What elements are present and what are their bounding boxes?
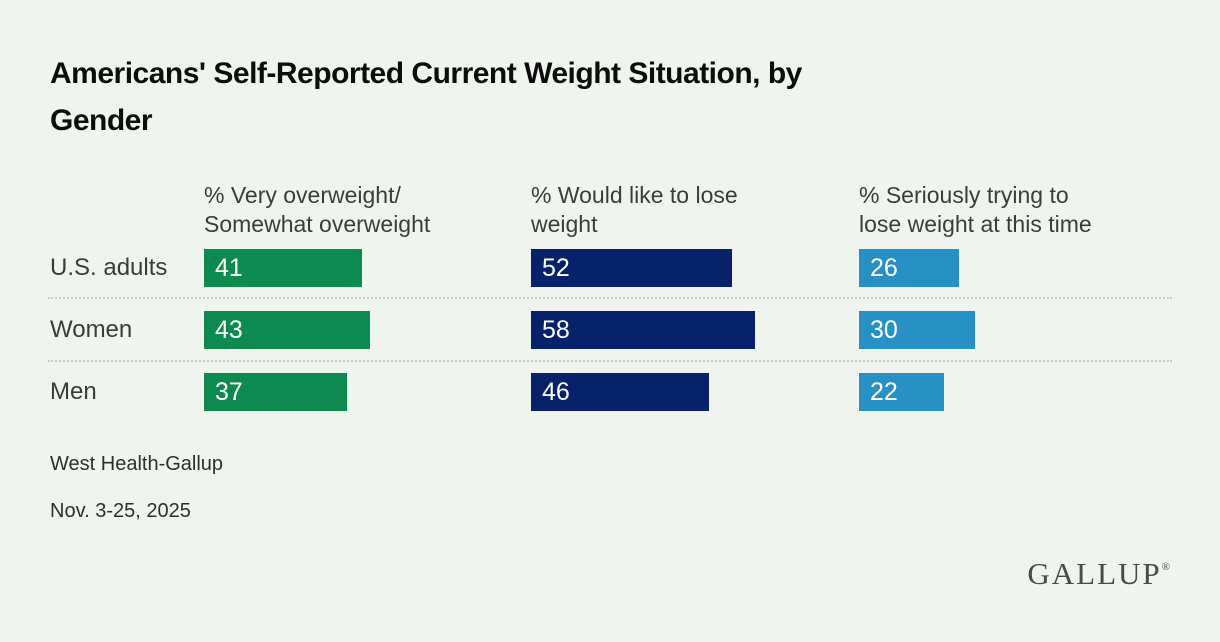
bar-value-label: 22 [870,378,898,406]
column-header-seriously-trying: % Seriously trying to lose weight at thi… [859,182,1092,237]
bar-us-adults-very-overweight: 41 [204,249,362,287]
bar-men-seriously-trying: 22 [859,373,944,411]
row-label-men: Men [50,378,97,405]
bar-women-seriously-trying: 30 [859,311,975,349]
bar-us-adults-would-like-to-lose: 52 [531,249,732,287]
bar-men-would-like-to-lose: 46 [531,373,709,411]
column-header-very-overweight: % Very overweight/ Somewhat overweight [204,182,431,237]
bar-value-label: 30 [870,316,898,344]
bar-value-label: 46 [542,378,570,406]
bar-value-label: 26 [870,254,898,282]
gallup-logo-text: GALLUP [1027,556,1162,591]
bar-value-label: 43 [215,316,243,344]
registered-trademark-icon: ® [1161,561,1170,573]
bar-women-very-overweight: 43 [204,311,370,349]
bar-value-label: 41 [215,254,243,282]
gallup-logo: GALLUP® [1027,556,1170,592]
row-label-women: Women [50,316,133,343]
chart-title: Americans' Self-Reported Current Weight … [50,57,802,137]
source-label: West Health-Gallup [50,453,224,475]
bar-women-would-like-to-lose: 58 [531,311,755,349]
row-separator [48,360,1172,362]
bar-men-very-overweight: 37 [204,373,347,411]
bar-us-adults-seriously-trying: 26 [859,249,959,287]
date-range-label: Nov. 3-25, 2025 [50,500,191,522]
bar-value-label: 52 [542,254,570,282]
bar-value-label: 37 [215,378,243,406]
row-separator [48,297,1172,299]
column-header-would-like-to-lose: % Would like to lose weight [531,182,738,237]
row-label-us-adults: U.S. adults [50,254,168,281]
bar-value-label: 58 [542,316,570,344]
